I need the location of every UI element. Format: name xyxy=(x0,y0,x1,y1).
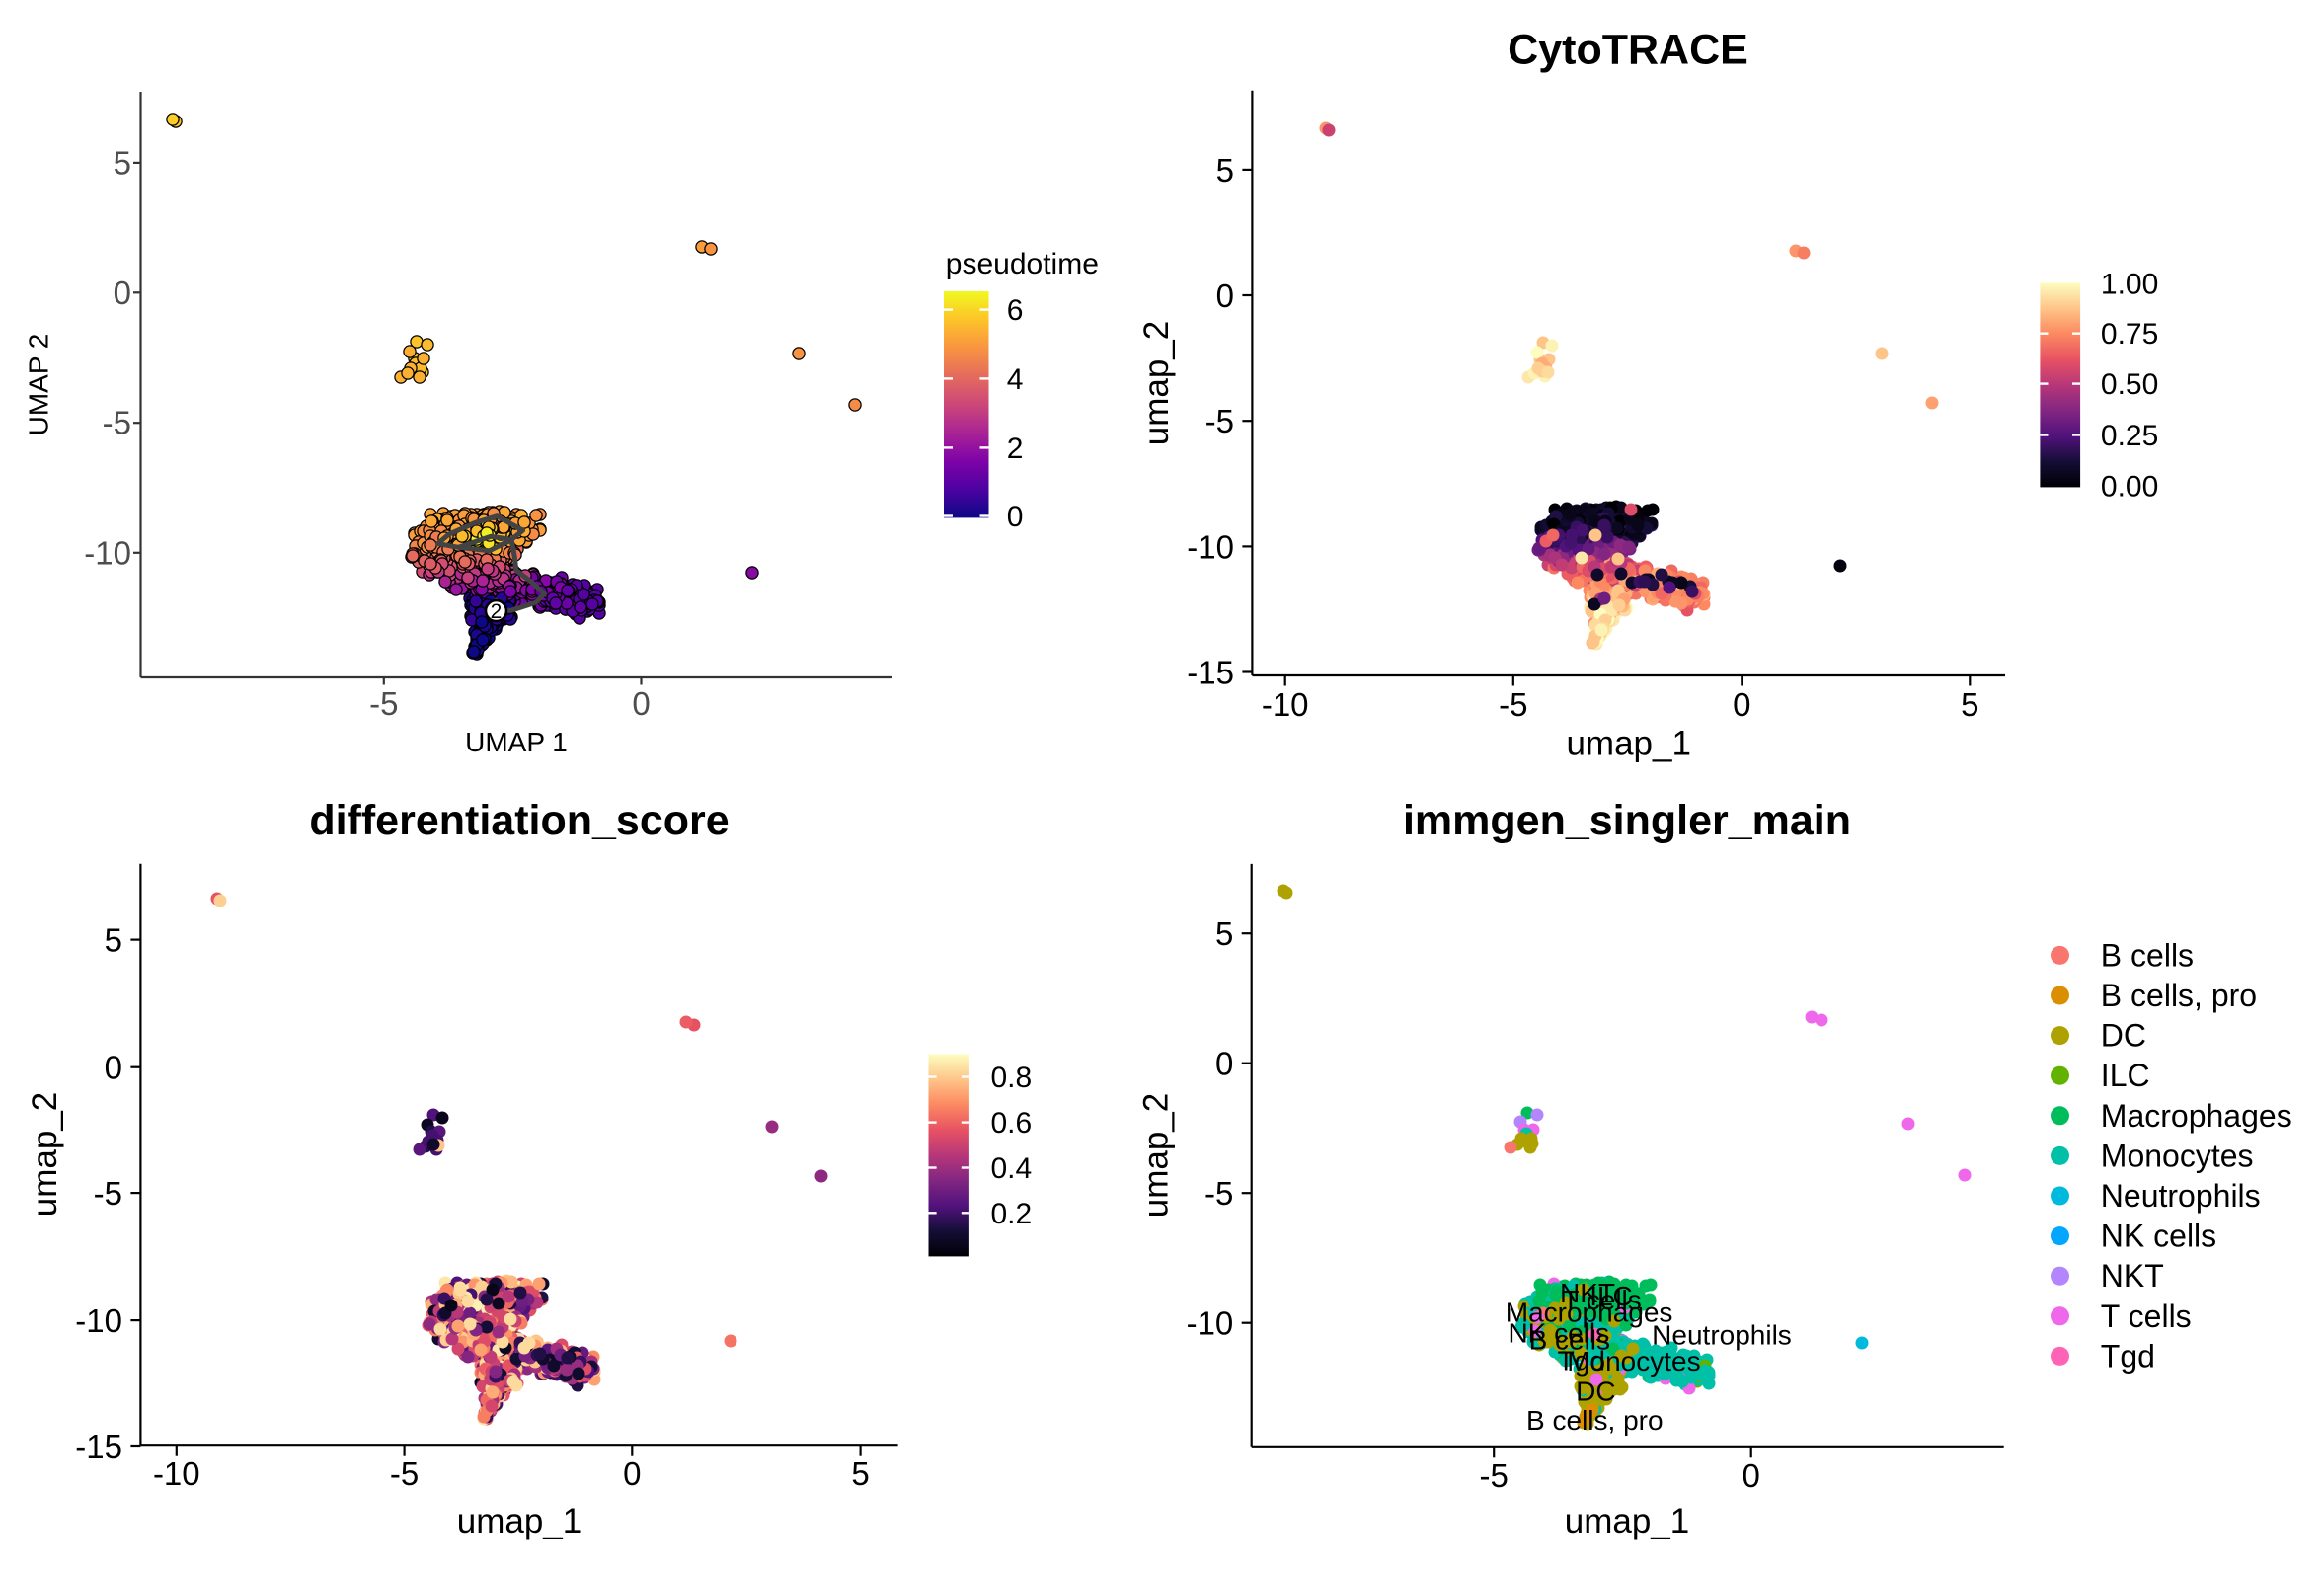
svg-text:-10: -10 xyxy=(1262,686,1309,723)
svg-text:UMAP 2: UMAP 2 xyxy=(24,334,54,436)
svg-text:umap_2: umap_2 xyxy=(1136,1093,1175,1218)
svg-text:-10: -10 xyxy=(75,1302,122,1339)
svg-text:-5: -5 xyxy=(369,685,398,722)
svg-text:5: 5 xyxy=(105,922,122,959)
svg-text:0: 0 xyxy=(1743,1458,1760,1494)
svg-text:-5: -5 xyxy=(1204,1175,1233,1212)
svg-text:-5: -5 xyxy=(1480,1458,1509,1494)
svg-text:-5: -5 xyxy=(1499,686,1527,723)
svg-text:-15: -15 xyxy=(75,1428,122,1464)
svg-text:UMAP 1: UMAP 1 xyxy=(465,727,568,757)
svg-text:differentiation_score: differentiation_score xyxy=(309,797,729,844)
svg-text:5: 5 xyxy=(851,1456,869,1492)
svg-text:umap_1: umap_1 xyxy=(1566,725,1690,763)
svg-text:umap_2: umap_2 xyxy=(1137,321,1176,445)
svg-text:5: 5 xyxy=(1215,915,1233,952)
svg-text:5: 5 xyxy=(1961,686,1978,723)
svg-text:5: 5 xyxy=(1216,152,1234,189)
svg-text:-5: -5 xyxy=(94,1175,122,1212)
svg-text:-10: -10 xyxy=(1187,1305,1234,1342)
svg-text:-5: -5 xyxy=(1205,403,1234,439)
svg-text:immgen_singler_main: immgen_singler_main xyxy=(1403,797,1851,844)
svg-text:umap_2: umap_2 xyxy=(26,1092,64,1217)
svg-text:-10: -10 xyxy=(84,534,131,571)
svg-text:CytoTRACE: CytoTRACE xyxy=(1508,27,1748,74)
svg-text:-5: -5 xyxy=(390,1456,419,1492)
svg-text:0: 0 xyxy=(1733,686,1750,723)
svg-text:0: 0 xyxy=(1216,277,1234,314)
svg-text:0: 0 xyxy=(105,1050,122,1086)
svg-text:0: 0 xyxy=(623,1456,641,1492)
svg-text:umap_1: umap_1 xyxy=(1565,1502,1689,1540)
svg-text:0: 0 xyxy=(114,275,131,311)
svg-text:-5: -5 xyxy=(103,405,131,441)
svg-text:5: 5 xyxy=(114,144,131,181)
svg-text:umap_1: umap_1 xyxy=(457,1502,581,1540)
svg-text:-10: -10 xyxy=(153,1456,200,1492)
svg-text:-15: -15 xyxy=(1187,655,1234,691)
svg-text:0: 0 xyxy=(632,685,650,722)
svg-text:0: 0 xyxy=(1215,1046,1233,1082)
svg-text:-10: -10 xyxy=(1187,528,1234,565)
